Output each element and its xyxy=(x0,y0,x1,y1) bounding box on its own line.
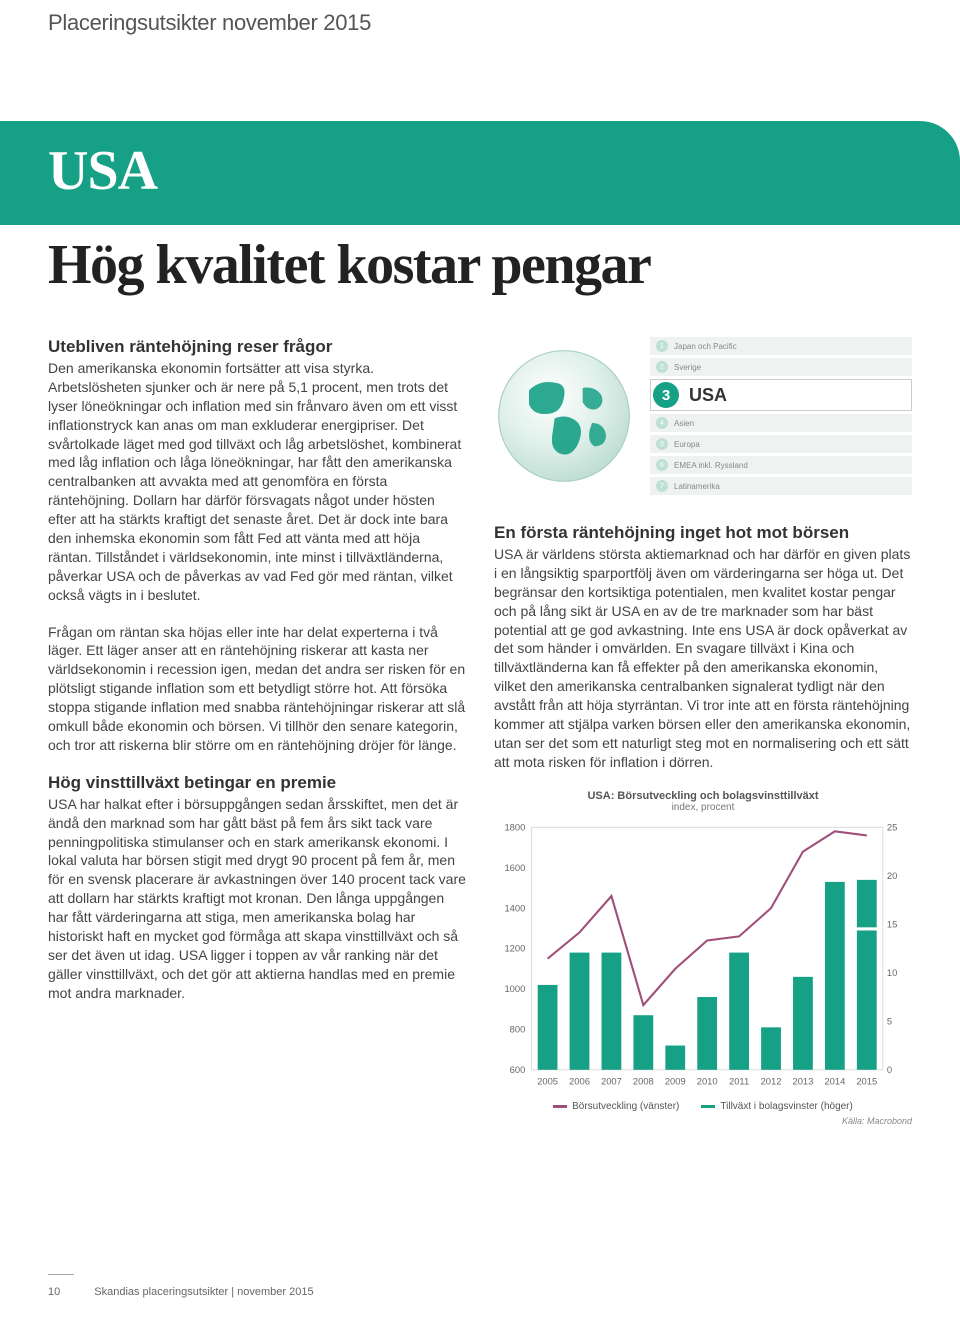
rank-row: 2 Sverige xyxy=(650,358,912,376)
svg-text:2006: 2006 xyxy=(569,1075,590,1086)
svg-text:2014: 2014 xyxy=(824,1075,845,1086)
legend-item-bars: Börsutveckling (vänster) xyxy=(553,1101,679,1112)
svg-text:2011: 2011 xyxy=(729,1075,749,1086)
svg-text:1400: 1400 xyxy=(504,902,525,913)
footer-doc-line: Skandias placeringsutsikter | november 2… xyxy=(94,1286,313,1298)
page-footer: 10 Skandias placeringsutsikter | novembe… xyxy=(48,1286,314,1298)
chart-svg: 600 800 1000 1200 1400 1600 1800 0 5 10 15 20 25 2005… xyxy=(494,819,912,1099)
svg-text:2015: 2015 xyxy=(856,1075,877,1086)
legend-label-bars: Tillväxt i bolagsvinster (höger) xyxy=(720,1101,852,1112)
rank-label: Europa xyxy=(674,440,700,449)
two-column-layout: Utebliven räntehöjning reser frågor Den … xyxy=(0,337,960,1126)
left-paragraph-2: Frågan om räntan ska höjas eller inte ha… xyxy=(48,623,466,755)
chart-source: Källa: Macrobond xyxy=(494,1116,912,1126)
rank-row: 4 Asien xyxy=(650,414,912,432)
ranking-list: 1 Japan och Pacific 2 Sverige 3 USA 4 Asien 5 Eur… xyxy=(650,337,912,495)
svg-text:2010: 2010 xyxy=(697,1075,718,1086)
chart-subtitle: index, procent xyxy=(494,802,912,813)
svg-text:600: 600 xyxy=(510,1064,526,1075)
svg-text:1000: 1000 xyxy=(504,983,525,994)
svg-text:2007: 2007 xyxy=(601,1075,622,1086)
chart-container: USA: Börsutveckling och bolagsvinsttillv… xyxy=(494,790,912,1126)
svg-text:2009: 2009 xyxy=(665,1075,686,1086)
left-paragraph-1: Den amerikanska ekonomin fortsätter att … xyxy=(48,359,466,605)
svg-text:25: 25 xyxy=(887,821,897,832)
right-paragraph-1: USA är världens största aktiemarknad och… xyxy=(494,545,912,772)
left-heading-1: Utebliven räntehöjning reser frågor xyxy=(48,337,466,357)
left-column: Utebliven räntehöjning reser frågor Den … xyxy=(48,337,466,1126)
rank-badge: 3 xyxy=(653,382,679,408)
legend-swatch-line xyxy=(553,1105,567,1108)
rank-badge: 2 xyxy=(656,361,668,373)
svg-text:5: 5 xyxy=(887,1015,892,1026)
globe-icon xyxy=(494,346,634,486)
chart-title: USA: Börsutveckling och bolagsvinsttillv… xyxy=(494,790,912,802)
left-heading-2: Hög vinsttillväxt betingar en premie xyxy=(48,773,466,793)
svg-text:1800: 1800 xyxy=(504,821,525,832)
document-title: Placeringsutsikter november 2015 xyxy=(48,10,912,36)
rank-badge: 6 xyxy=(656,459,668,471)
legend-swatch-bars xyxy=(701,1105,715,1108)
chart-legend: Börsutveckling (vänster) Tillväxt i bola… xyxy=(494,1101,912,1112)
globe-ranking-panel: 1 Japan och Pacific 2 Sverige 3 USA 4 Asien 5 Eur… xyxy=(494,337,912,495)
page-number: 10 xyxy=(48,1286,60,1298)
svg-text:800: 800 xyxy=(510,1023,526,1034)
rank-label: Japan och Pacific xyxy=(674,342,737,351)
rank-label: Sverige xyxy=(674,363,701,372)
rank-row-active: 3 USA xyxy=(650,379,912,411)
rank-badge: 4 xyxy=(656,417,668,429)
svg-text:2008: 2008 xyxy=(633,1075,654,1086)
rank-label: EMEA inkl. Ryssland xyxy=(674,461,748,470)
svg-text:15: 15 xyxy=(887,918,897,929)
rank-badge: 7 xyxy=(656,480,668,492)
svg-text:2005: 2005 xyxy=(537,1075,558,1086)
main-headline: Hög kvalitet kostar pengar xyxy=(0,225,960,337)
rank-badge: 1 xyxy=(656,340,668,352)
svg-text:1600: 1600 xyxy=(504,862,525,873)
rank-label: USA xyxy=(689,385,727,406)
svg-text:0: 0 xyxy=(887,1064,892,1075)
left-paragraph-3: USA har halkat efter i börsuppgången sed… xyxy=(48,795,466,1003)
rank-label: Asien xyxy=(674,419,694,428)
page-header: Placeringsutsikter november 2015 xyxy=(0,0,960,36)
banner-label: USA xyxy=(48,139,912,203)
svg-text:1200: 1200 xyxy=(504,942,525,953)
rank-row: 5 Europa xyxy=(650,435,912,453)
right-heading-1: En första räntehöjning inget hot mot bör… xyxy=(494,523,912,543)
svg-text:2013: 2013 xyxy=(792,1075,813,1086)
rank-row: 7 Latinamerika xyxy=(650,477,912,495)
svg-text:2012: 2012 xyxy=(761,1075,782,1086)
legend-item-line: Tillväxt i bolagsvinster (höger) xyxy=(701,1101,852,1112)
section-banner: USA xyxy=(0,121,960,225)
svg-text:20: 20 xyxy=(887,870,897,881)
rank-badge: 5 xyxy=(656,438,668,450)
legend-label-line: Börsutveckling (vänster) xyxy=(572,1101,679,1112)
svg-text:10: 10 xyxy=(887,967,897,978)
page-root: Placeringsutsikter november 2015 USA Hög… xyxy=(0,0,960,1338)
rank-row: 1 Japan och Pacific xyxy=(650,337,912,355)
right-column: 1 Japan och Pacific 2 Sverige 3 USA 4 Asien 5 Eur… xyxy=(494,337,912,1126)
rank-label: Latinamerika xyxy=(674,482,720,491)
rank-row: 6 EMEA inkl. Ryssland xyxy=(650,456,912,474)
